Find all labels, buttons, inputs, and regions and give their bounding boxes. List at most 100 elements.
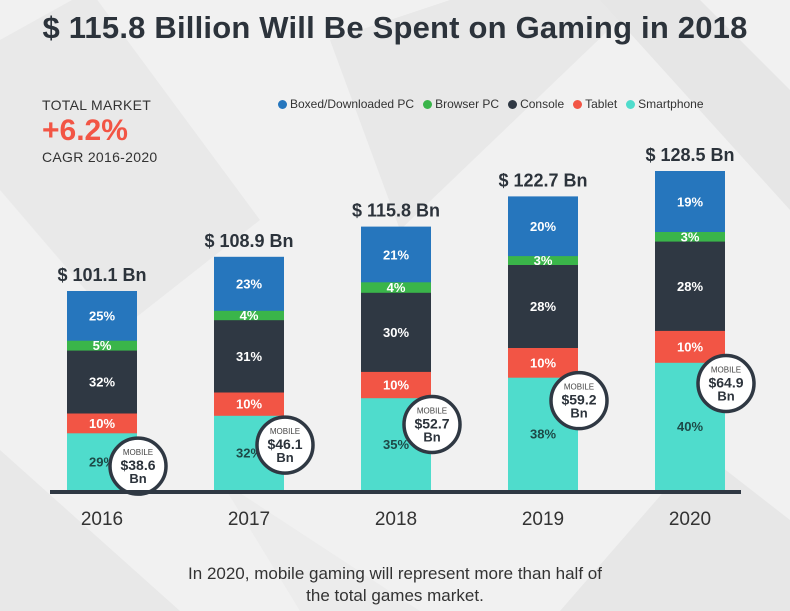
segment-label: 10% xyxy=(89,416,115,431)
segment-label: 3% xyxy=(681,229,700,244)
x-tick-label: 2020 xyxy=(669,509,711,530)
legend-swatch xyxy=(626,99,636,109)
legend-item-tablet: Tablet xyxy=(573,97,617,111)
footer-line-1: In 2020, mobile gaming will represent mo… xyxy=(188,564,602,583)
legend-item-smartphone: Smartphone xyxy=(626,97,704,111)
legend-swatch xyxy=(573,99,583,109)
kpi-sublabel: CAGR 2016-2020 xyxy=(42,149,158,165)
mobile-callout-value: $52.7 xyxy=(414,415,449,431)
segment-label: 40% xyxy=(677,419,703,434)
total-label: $ 101.1 Bn xyxy=(57,265,146,285)
mobile-callout-value: $46.1 xyxy=(267,436,302,452)
total-label: $ 108.9 Bn xyxy=(204,231,293,251)
bar-segment-browser-pc xyxy=(508,255,578,265)
segment-label: 10% xyxy=(677,339,703,354)
bar-segment-console xyxy=(214,319,284,393)
segment-label: 38% xyxy=(530,427,556,442)
x-tick-label: 2019 xyxy=(522,509,564,530)
bar-group-2018: 35% 10% 30% 4% 21% $ 115.8 Bn 2018 MOBILE$52.7B… xyxy=(352,201,462,530)
mobile-callout xyxy=(402,394,462,455)
mobile-callout-label: MOBILE xyxy=(417,406,447,415)
segment-label: 25% xyxy=(89,309,115,324)
mobile-callout-unit: Bn xyxy=(423,429,440,444)
segment-label: 4% xyxy=(387,280,406,295)
total-market-kpi: TOTAL MARKET +6.2% CAGR 2016-2020 xyxy=(42,97,158,165)
legend-swatch xyxy=(423,99,433,109)
x-tick-label: 2016 xyxy=(81,509,123,530)
bar-segment-boxed-downloaded-pc xyxy=(214,256,284,311)
total-label: $ 122.7 Bn xyxy=(498,170,587,190)
bar-segment-tablet xyxy=(67,413,137,434)
mobile-callout-label: MOBILE xyxy=(564,383,594,392)
legend-item-boxed-downloaded-pc: Boxed/Downloaded PC xyxy=(278,97,414,111)
segment-label: 35% xyxy=(383,437,409,452)
legend-swatch xyxy=(508,99,518,109)
legend-item-browser-pc: Browser PC xyxy=(423,97,499,111)
segment-label: 21% xyxy=(383,247,409,262)
footer-line-2: the total games market. xyxy=(306,586,484,605)
bar-segment-console xyxy=(508,264,578,348)
legend-swatch xyxy=(278,99,287,109)
x-tick-label: 2018 xyxy=(375,509,417,530)
legend-label: Console xyxy=(520,97,565,111)
mobile-callout-value: $64.9 xyxy=(708,375,743,391)
legend-label: Tablet xyxy=(585,97,618,111)
bar-segment-browser-pc xyxy=(655,231,725,242)
x-axis-line xyxy=(50,490,741,494)
bar-segment-boxed-downloaded-pc xyxy=(67,291,137,341)
bar-segment-browser-pc xyxy=(214,310,284,321)
mobile-callout-unit: Bn xyxy=(276,450,293,465)
legend-label: Browser PC xyxy=(435,97,500,111)
chart-legend: Boxed/Downloaded PC Browser PC Console Tabl… xyxy=(278,97,704,111)
segment-label: 4% xyxy=(240,308,259,323)
mobile-callout-value: $59.2 xyxy=(561,392,596,408)
bar-segment-tablet xyxy=(508,347,578,378)
segment-label: 23% xyxy=(236,277,262,292)
mobile-callout-label: MOBILE xyxy=(123,448,153,457)
mobile-callout-value: $38.6 xyxy=(120,457,155,473)
bar-segment-tablet xyxy=(361,371,431,399)
segment-label: 3% xyxy=(534,253,553,268)
segment-label: 31% xyxy=(236,349,262,364)
x-tick-label: 2017 xyxy=(228,509,270,530)
bar-segment-boxed-downloaded-pc xyxy=(361,226,431,283)
mobile-callout xyxy=(255,415,315,475)
segment-label: 28% xyxy=(530,299,556,314)
page-title: $ 115.8 Billion Will Be Spent on Gaming … xyxy=(42,10,748,45)
bar-segment-boxed-downloaded-pc xyxy=(508,196,578,257)
segment-label: 32% xyxy=(89,375,115,390)
bar-group-2016: 29%10%32%5%25%$ 101.1 Bn2016MOBILE$38.6B… xyxy=(57,265,168,530)
bar-segment-console xyxy=(67,350,137,414)
segment-label: 10% xyxy=(383,378,409,393)
mobile-callout xyxy=(108,436,168,496)
bar-group-2019: 38% 10% 28% 3% 20% $ 122.7 Bn 2019 MOBILE$59.2B… xyxy=(498,170,609,530)
mobile-callout-unit: Bn xyxy=(129,471,146,486)
bar-segment-browser-pc xyxy=(361,281,431,293)
mobile-callout-unit: Bn xyxy=(570,406,587,421)
segment-label: 5% xyxy=(93,338,112,353)
kpi-label: TOTAL MARKET xyxy=(42,97,152,113)
kpi-value: +6.2% xyxy=(42,114,128,147)
segment-label: 30% xyxy=(383,325,409,340)
legend-label: Smartphone xyxy=(638,97,704,111)
mobile-callout-unit: Bn xyxy=(717,389,734,404)
bar-group-2017: 32%10%31%4%23%$ 108.9 Bn2017MOBILE$46.1B… xyxy=(204,231,315,530)
mobile-callout xyxy=(696,353,756,414)
bar-segment-console xyxy=(361,292,431,372)
bar-group-2020: 40% 10% 28% 3% 19% $ 128.5 Bn 2020 MOBILE$64.9B… xyxy=(645,145,756,530)
total-label: $ 115.8 Bn xyxy=(352,201,440,221)
segment-label: 19% xyxy=(677,194,703,209)
mobile-callout xyxy=(549,370,609,431)
segment-label: 20% xyxy=(530,219,556,234)
segment-label: 10% xyxy=(530,356,556,371)
segment-label: 10% xyxy=(236,397,262,412)
mobile-callout-label: MOBILE xyxy=(270,427,300,436)
segment-label: 28% xyxy=(677,279,703,294)
legend-label: Boxed/Downloaded PC xyxy=(290,97,415,111)
bar-segment-tablet xyxy=(214,392,284,416)
bar-segment-browser-pc xyxy=(67,340,137,351)
mobile-callout-label: MOBILE xyxy=(711,366,741,375)
total-label: $ 128.5 Bn xyxy=(645,145,734,165)
